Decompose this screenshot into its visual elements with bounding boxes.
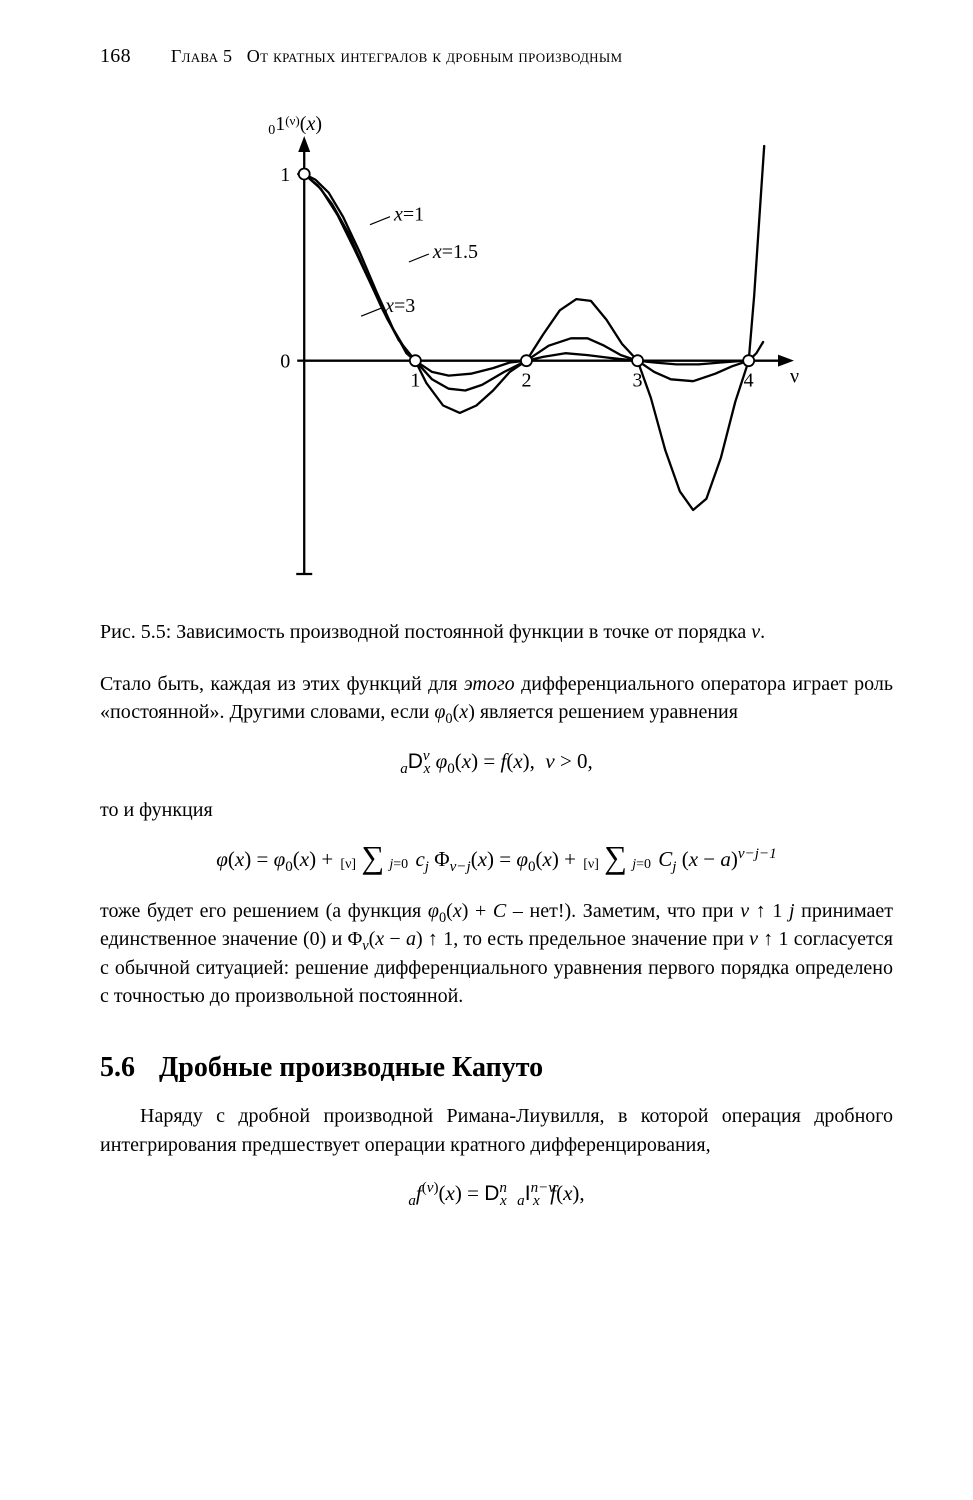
chapter-title: Глава 5 От кратных интегралов к дробным … [171, 46, 893, 67]
figure-svg: 01123401(ν)(x)νx=1x=1.5x=3 [192, 96, 802, 596]
page-number: 168 [100, 45, 131, 68]
section-title: Дробные производные Капуто [159, 1052, 543, 1083]
equation-3: af(ν)(x) = Dnx aIn−νx f(x), [100, 1177, 893, 1211]
section-5-6-heading: 5.6 Дробные производные Капуто [100, 1052, 893, 1084]
sum2-top: [ν] [583, 857, 599, 872]
figure-caption-prefix: Рис. 5.5: [100, 621, 171, 643]
running-header: 168 Глава 5 От кратных интегралов к дроб… [100, 45, 893, 68]
svg-text:ν: ν [790, 366, 799, 388]
equation-1: aDνx φ0(x) = f(x), ν > 0, [100, 745, 893, 779]
p1-a: Стало быть, каждая из этих функций для [100, 673, 457, 695]
svg-text:01(ν)(x): 01(ν)(x) [268, 113, 322, 138]
svg-text:x=1: x=1 [393, 204, 424, 226]
figure-caption: Рис. 5.5: Зависимость производной постоя… [100, 619, 893, 646]
svg-text:1: 1 [280, 164, 290, 186]
svg-text:x=3: x=3 [384, 295, 415, 317]
svg-text:2: 2 [521, 370, 531, 392]
chapter-label: Глава 5 [171, 46, 232, 66]
paragraph-2: то и функция [100, 796, 893, 824]
equation-2: φ(x) = φ0(x) + [ν] ∑ j=0 cj Φν−j(x) = φ0… [100, 843, 893, 879]
svg-text:x=1.5: x=1.5 [431, 241, 477, 263]
figure-5-5: 01123401(ν)(x)νx=1x=1.5x=3 [100, 96, 893, 601]
section-number: 5.6 [100, 1052, 135, 1083]
figure-caption-text: Зависимость производной постоянной функц… [176, 621, 765, 643]
section-paragraph-1: Наряду с дробной производной Римана-Лиув… [100, 1102, 893, 1159]
p1-em: этого [464, 673, 515, 695]
chapter-text: От кратных интегралов к дробным производ… [247, 46, 623, 66]
svg-text:0: 0 [280, 351, 290, 373]
paragraph-3: тоже будет его решением (а функция φ0(x)… [100, 897, 893, 1011]
sum1-top: [ν] [340, 857, 356, 872]
svg-text:1: 1 [410, 370, 420, 392]
paragraph-1: Стало быть, каждая из этих функций для э… [100, 670, 893, 727]
